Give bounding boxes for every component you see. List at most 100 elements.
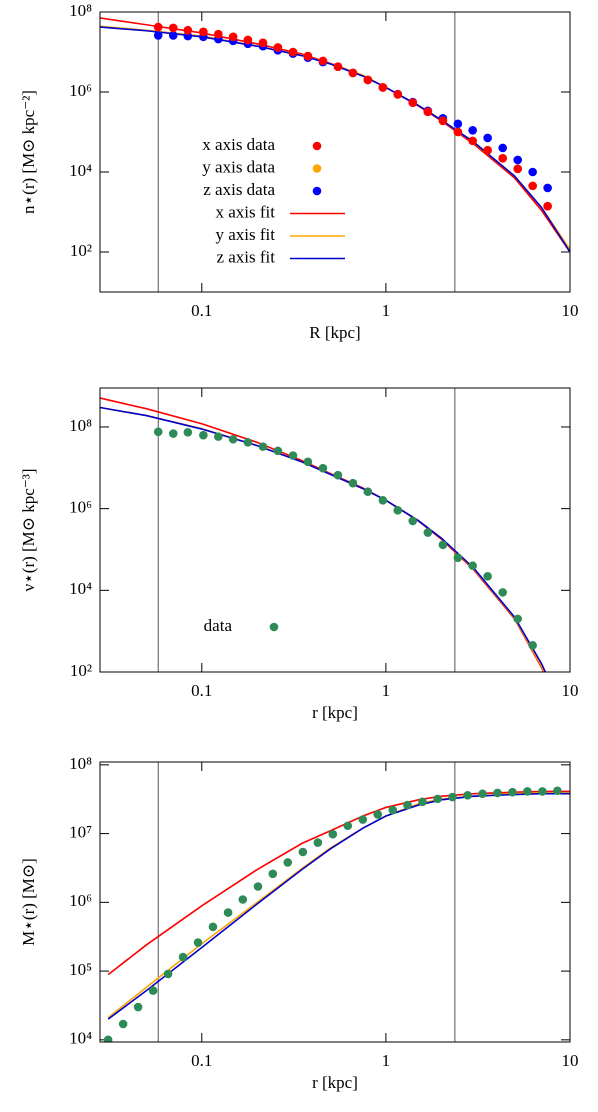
- legend-label: y axis data: [202, 157, 275, 176]
- data-point: [168, 429, 178, 438]
- data-point: [483, 572, 492, 581]
- data-point: [468, 126, 477, 135]
- plot-area: [100, 17, 570, 253]
- data-point: [513, 155, 523, 165]
- data-point: [478, 789, 487, 799]
- data-point: [183, 25, 193, 35]
- data-point: [118, 1019, 128, 1029]
- y-tick-label: 10⁸: [69, 416, 92, 435]
- data-point: [178, 952, 188, 962]
- data-point: [273, 43, 283, 52]
- panel: 0.1 1 10 10² 10⁴ 10⁶ 10⁸ r [kpc] ν⋆(r) [M⊙ kpc⁻³…: [19, 387, 579, 722]
- data-point: [348, 478, 358, 488]
- data-point: [288, 47, 298, 57]
- data-point: [433, 794, 442, 804]
- y-axis-label: n⋆(r) [M⊙ kpc⁻²]: [19, 90, 38, 214]
- data-point: [333, 62, 343, 71]
- plot-area: [103, 786, 570, 1042]
- data-point: [543, 183, 552, 193]
- y-tick-label: 10⁶: [69, 498, 92, 517]
- data-point: [153, 22, 163, 32]
- data-point: [333, 470, 343, 480]
- data-point: [418, 797, 427, 807]
- y-tick-label: 10⁶: [69, 891, 92, 910]
- data-point: [313, 838, 323, 847]
- data-point: [288, 451, 298, 460]
- data-point: [538, 787, 547, 796]
- data-point: [133, 1002, 143, 1012]
- data-point: [228, 434, 238, 444]
- data-point: [273, 446, 283, 456]
- data-point: [208, 922, 218, 932]
- data-point: [223, 908, 233, 917]
- y-tick-label: 10⁸: [69, 1, 92, 20]
- data-point: [168, 23, 178, 33]
- data-point: [483, 145, 492, 155]
- legend-label: y axis fit: [216, 225, 276, 244]
- panel: 0.1 1 10 10² 10⁴ 10⁶ 10⁸ R [kpc] n⋆(r) [M⊙ kpc⁻²…: [19, 1, 579, 342]
- data-point: [423, 107, 433, 117]
- legend-marker: [312, 186, 322, 196]
- data-point: [303, 457, 313, 467]
- data-point: [453, 127, 463, 137]
- x-tick-label: 0.1: [191, 1051, 212, 1070]
- data-point: [468, 561, 477, 571]
- y-tick-label: 10²: [70, 661, 92, 680]
- y-tick-label: 10⁴: [69, 161, 92, 180]
- data-point: [318, 56, 328, 66]
- data-point: [153, 31, 163, 40]
- x-tick-label: 10: [562, 681, 579, 700]
- data-point: [543, 201, 552, 211]
- data-point: [463, 791, 472, 800]
- x-axis-label: R [kpc]: [309, 323, 360, 342]
- data-point: [363, 75, 373, 85]
- data-point: [408, 516, 418, 526]
- data-point: [408, 98, 418, 108]
- plot-frame: [99, 11, 571, 293]
- data-point: [528, 181, 537, 191]
- x-axis-label: r [kpc]: [312, 703, 358, 722]
- y-tick-label: 10⁴: [69, 579, 92, 598]
- legend-label: x axis data: [202, 135, 275, 154]
- data-point: [168, 31, 178, 40]
- data-point: [258, 442, 268, 451]
- x-tick-label: 1: [382, 1051, 391, 1070]
- data-point: [393, 506, 403, 515]
- data-point: [438, 540, 448, 550]
- y-tick-label: 10⁶: [69, 81, 92, 100]
- data-point: [199, 430, 208, 440]
- data-point: [243, 35, 253, 45]
- data-point: [453, 553, 463, 562]
- data-point: [498, 154, 508, 163]
- y-axis-label: ν⋆(r) [M⊙ kpc⁻³]: [19, 468, 38, 591]
- data-point: [303, 51, 313, 61]
- data-point: [528, 641, 537, 650]
- legend-label: data: [204, 616, 233, 635]
- x-tick-label: 0.1: [191, 301, 212, 320]
- data-point: [498, 588, 508, 597]
- legend-marker: [269, 622, 279, 632]
- data-point: [283, 858, 293, 867]
- data-point: [388, 805, 398, 815]
- data-point: [214, 29, 223, 39]
- y-axis-label: M⋆(r) [M⊙]: [19, 858, 38, 946]
- y-tick-label: 10⁵: [69, 960, 92, 979]
- data-point: [453, 119, 463, 129]
- fit-line: [100, 26, 570, 253]
- data-point: [214, 432, 223, 441]
- data-point: [358, 815, 368, 824]
- data-point: [318, 463, 328, 473]
- data-point: [438, 116, 448, 126]
- data-point: [513, 614, 523, 624]
- y-tick-label: 10⁷: [69, 822, 92, 841]
- data-point: [378, 83, 388, 92]
- data-point: [193, 938, 203, 947]
- fit-line: [100, 406, 546, 672]
- plot-frame: [99, 761, 571, 1043]
- plot-frame: [99, 387, 571, 673]
- data-point: [348, 68, 358, 78]
- fit-line: [100, 406, 547, 672]
- data-point: [378, 496, 388, 505]
- data-point: [238, 895, 248, 904]
- y-tick-label: 10⁸: [69, 754, 92, 773]
